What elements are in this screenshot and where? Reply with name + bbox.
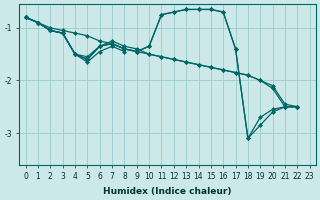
X-axis label: Humidex (Indice chaleur): Humidex (Indice chaleur) (103, 187, 232, 196)
